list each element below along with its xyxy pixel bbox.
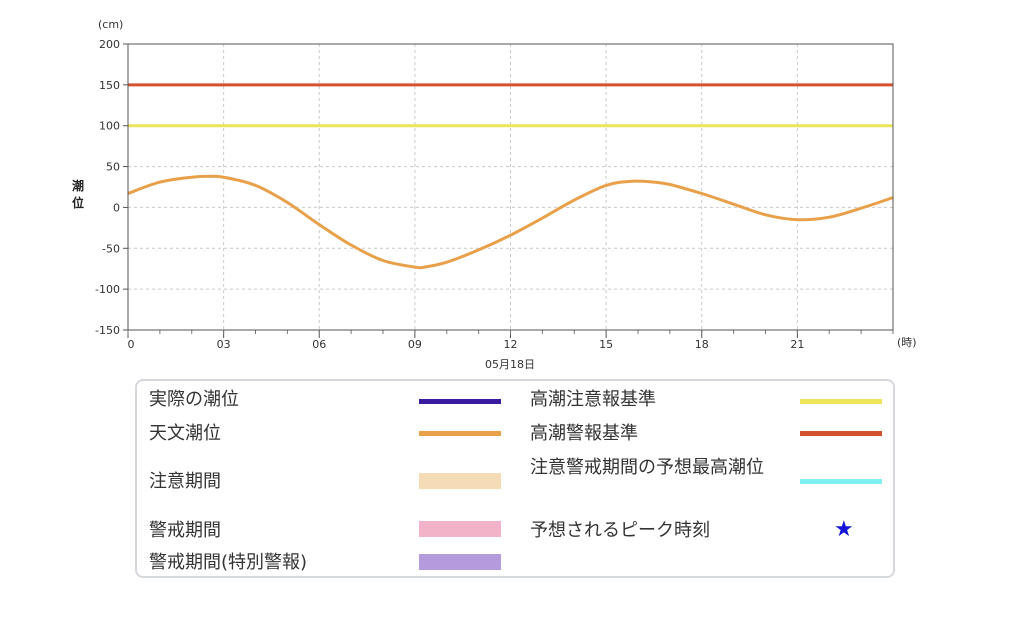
y-tick-label: -100 (95, 283, 120, 296)
series-point (630, 180, 633, 183)
series-point (190, 176, 193, 178)
y-tick-label: -150 (95, 324, 120, 337)
legend-label: 高潮警報基準 (530, 423, 638, 444)
x-unit-label: (時) (897, 336, 917, 349)
date-label: 05月18日 (485, 358, 535, 371)
series-point (159, 181, 161, 183)
x-tick-label: 06 (312, 338, 326, 351)
x-tick-label: 0 (128, 338, 135, 351)
series-point (477, 249, 480, 251)
legend-swatch-block (419, 521, 501, 537)
y-tick-label: 150 (99, 79, 120, 92)
x-tick-label: 18 (695, 338, 709, 351)
series-point (350, 244, 352, 246)
series-line-astronomical-tide (127, 174, 894, 270)
x-tick-label: 15 (599, 338, 613, 351)
series-point (860, 207, 862, 210)
legend-swatch-line (800, 431, 882, 436)
series-point (318, 223, 321, 226)
legend-label: 天文潮位 (149, 423, 221, 444)
series-point (700, 192, 703, 195)
y-unit-label: (cm) (98, 18, 123, 31)
legend-swatch-block (419, 554, 501, 570)
y-tick-label: 200 (99, 38, 120, 51)
series-point (653, 181, 655, 183)
y-tick-label: -50 (102, 242, 120, 255)
series-point (541, 217, 544, 219)
legend: 実際の潮位天文潮位注意期間警戒期間警戒期間(特別警報) 高潮注意報基準 高潮警報基準… (135, 379, 895, 578)
series-point (605, 184, 607, 187)
series-point (286, 201, 289, 204)
x-tick-labels: 0 03 06 09 12 15 18 21 (128, 338, 805, 351)
y-tick-label: 0 (113, 201, 120, 214)
x-tick-label: 09 (408, 338, 422, 351)
series-point (222, 176, 225, 178)
series-point (509, 234, 512, 237)
legend-swatch-line (419, 431, 501, 436)
legend-label: 警戒期間(特別警報) (149, 552, 308, 573)
x-tick-label: 21 (790, 338, 804, 351)
series-point (828, 216, 831, 219)
series-point (254, 184, 257, 187)
legend-label: 予想されるピーク時刻 (530, 520, 710, 541)
legend-label: 警戒期間 (149, 520, 221, 541)
x-tick-label: 03 (217, 338, 231, 351)
grid-lines (128, 43, 893, 331)
series-point (423, 266, 426, 268)
series-point (573, 199, 576, 201)
series-layer (127, 174, 894, 270)
legend-label: 注意期間 (149, 471, 221, 492)
x-tick-label: 12 (504, 338, 518, 351)
legend-swatch-line (800, 479, 882, 484)
series-point (764, 213, 767, 216)
plot-frame (127, 43, 894, 331)
legend-swatch-block (419, 473, 501, 489)
series-point (414, 266, 416, 268)
y-axis-title: 潮位 (72, 178, 84, 210)
threshold-lines (128, 83, 893, 128)
legend-swatch-line (419, 399, 501, 404)
series-point (382, 259, 384, 262)
star-icon: ★ (834, 517, 854, 542)
y-tick-labels: 200 150 100 50 0 -50 -100 -150 (95, 38, 120, 337)
series-point (445, 261, 448, 263)
series-point (732, 203, 735, 205)
series-point (669, 183, 671, 186)
legend-label: 注意警戒期間の予想最高潮位 (530, 457, 764, 478)
series-point (796, 218, 799, 221)
y-tick-label: 50 (106, 161, 120, 174)
legend-swatch-line (800, 399, 882, 404)
legend-label: 高潮注意報基準 (530, 389, 656, 410)
axes (123, 43, 894, 338)
series-point (206, 175, 209, 178)
legend-label: 実際の潮位 (149, 389, 239, 410)
y-tick-label: 100 (99, 120, 120, 133)
